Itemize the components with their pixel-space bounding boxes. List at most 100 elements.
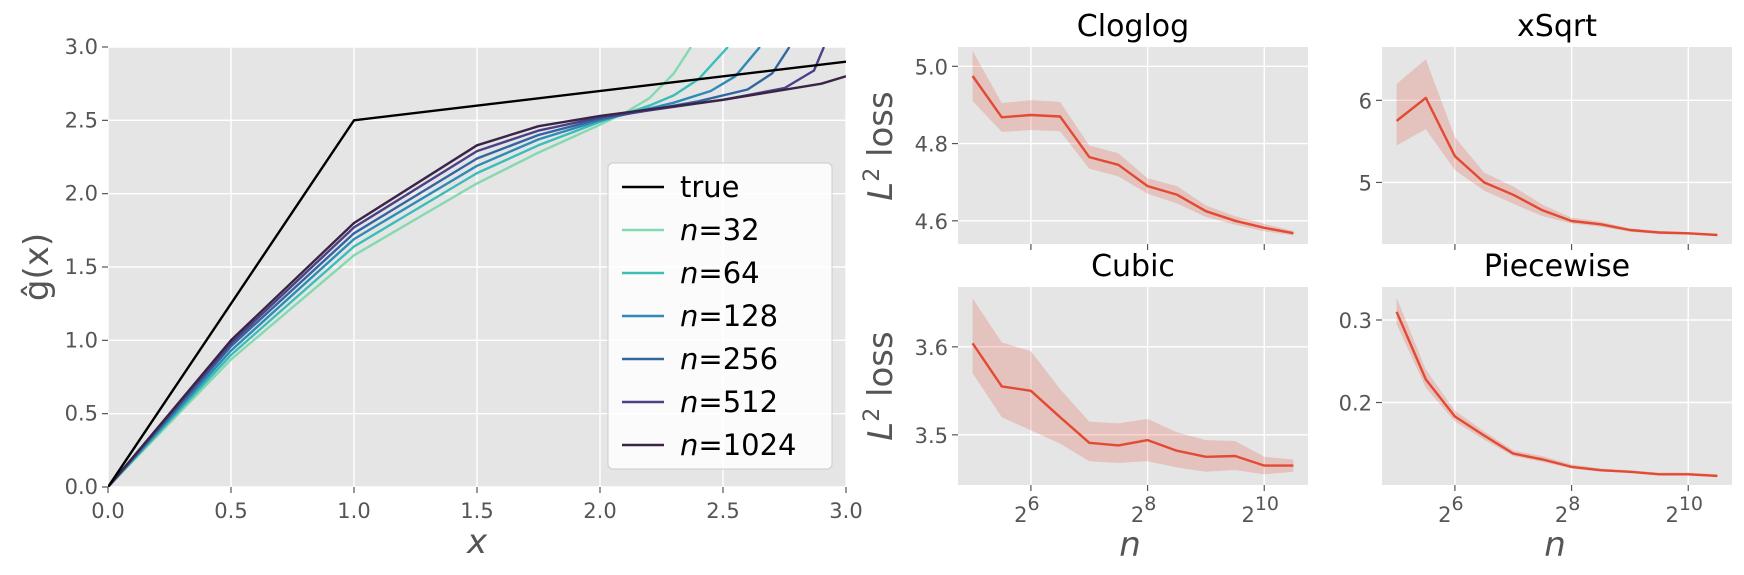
legend-label-var: n [680, 385, 698, 419]
legend-label-var: n [680, 342, 698, 376]
mean-loss-line [1395, 96, 1718, 237]
y-label-rest-bottom: loss [861, 331, 901, 407]
x-axis-label-piecewise: n [1544, 525, 1566, 565]
main-y-tick-label: 2.5 [65, 108, 98, 132]
series-line-n-64 [108, 47, 729, 487]
main-x-tick-label: 2.5 [706, 499, 739, 523]
main-x-tick-label: 1.5 [460, 499, 493, 523]
legend-box [607, 162, 833, 470]
main-x-axis-label: x [466, 522, 488, 562]
confidence-band [1396, 59, 1718, 236]
series-line-n-32 [108, 47, 693, 487]
main-x-tick-label: 0.5 [214, 499, 247, 523]
legend-label-value: =1024 [698, 428, 796, 462]
subplot-title-xsqrt: xSqrt [1517, 9, 1597, 44]
main-y-tick-label: 1.5 [65, 255, 98, 279]
x-tick-exponent: 8 [1144, 493, 1156, 515]
y-tick-label: 5.0 [915, 55, 948, 79]
confidence-band [972, 298, 1294, 475]
x-tick-label: 210 [1665, 493, 1703, 527]
subplot-title-piecewise: Piecewise [1484, 249, 1630, 284]
x-tick-base: 2 [1014, 503, 1027, 527]
y-tick-label: 0.3 [1339, 309, 1372, 333]
x-tick-exponent: 10 [1679, 493, 1703, 515]
series-line-n-128 [108, 47, 761, 487]
x-tick-label: 210 [1241, 493, 1279, 527]
y-tick-label: 6 [1359, 89, 1372, 113]
main-y-tick-label: 0.5 [65, 402, 98, 426]
main-y-axis-label: ĝ(x) [17, 233, 57, 301]
legend-label-var: n [680, 299, 698, 333]
x-tick-exponent: 8 [1568, 493, 1580, 515]
y-tick-label: 5 [1359, 171, 1372, 195]
legend-label: n=1024 [680, 428, 797, 462]
x-tick-label: 26 [1014, 493, 1039, 527]
series-line-n-512 [108, 47, 826, 487]
x-tick-exponent: 6 [1028, 493, 1040, 515]
legend-label: n=64 [680, 256, 760, 290]
main-x-tick-label: 3.0 [829, 499, 862, 523]
subplot-xsqrt: 5 6 xSqrt [1359, 9, 1732, 250]
y-tick-label: 4.6 [915, 210, 948, 234]
main-y-tick-label: 3.0 [65, 35, 98, 59]
y-tick-label: 0.2 [1339, 392, 1372, 416]
subplot-cloglog-background [958, 47, 1308, 244]
main-y-tick-label: 0.0 [65, 475, 98, 499]
x-tick-base: 2 [1665, 503, 1678, 527]
legend-label-value: =256 [698, 342, 778, 376]
mean-loss-line [1395, 311, 1718, 478]
x-tick-label: 26 [1438, 493, 1463, 527]
series-line-n-256 [108, 47, 791, 487]
y-tick-label: 4.8 [915, 133, 948, 157]
series-line-n-1024 [108, 75, 846, 487]
legend-label-value: =512 [698, 385, 778, 419]
x-axis-label-cubic: n [1119, 525, 1141, 565]
y-tick-label: 3.5 [915, 424, 948, 448]
subplot-cubic-background [958, 287, 1308, 485]
legend-label-var: n [680, 256, 698, 290]
legend-label: true [680, 170, 740, 204]
main-y-tick-label: 1.0 [65, 328, 98, 352]
y-label-rest-top: loss [861, 91, 901, 167]
legend-label: n=128 [680, 299, 778, 333]
main-y-tick-label: 2.0 [65, 182, 98, 206]
legend-label: n=256 [680, 342, 778, 376]
subplot-cloglog: 4.6 4.8 5.0 Cloglog L2 loss [860, 9, 1308, 250]
mean-loss-line [971, 342, 1294, 467]
y-label-exp-bottom: 2 [860, 408, 885, 422]
x-tick-label: 28 [1131, 493, 1156, 527]
x-tick-base: 2 [1438, 503, 1451, 527]
y-tick-label: 3.6 [915, 336, 948, 360]
main-x-tick-label: 2.0 [583, 499, 616, 523]
subplot-xsqrt-background [1382, 47, 1732, 244]
main-x-tick-label: 0.0 [91, 499, 124, 523]
legend-label-var: n [680, 428, 698, 462]
x-tick-base: 2 [1555, 503, 1568, 527]
main-plot: 0.0 0.5 1.0 1.5 2.0 2.5 3.0 0.0 0.5 1.0 1.5 2.0 2.5 3… [17, 35, 863, 562]
legend-label-value: =32 [698, 213, 759, 247]
legend-label-value: true [680, 170, 740, 204]
legend-label-value: =128 [698, 299, 778, 333]
legend-label-var: n [680, 213, 698, 247]
x-tick-exponent: 6 [1452, 493, 1464, 515]
subplot-title-cloglog: Cloglog [1077, 9, 1189, 44]
y-label-base-bottom: L [861, 422, 901, 441]
y-label-exp-top: 2 [860, 168, 885, 182]
legend-label-value: =64 [698, 256, 759, 290]
legend-label: n=32 [680, 213, 760, 247]
x-tick-base: 2 [1131, 503, 1144, 527]
x-tick-exponent: 10 [1255, 493, 1279, 515]
main-x-tick-label: 1.0 [337, 499, 370, 523]
series-line-true [108, 60, 846, 487]
y-label-base-top: L [861, 182, 901, 201]
subplot-title-cubic: Cubic [1091, 249, 1175, 284]
x-tick-base: 2 [1241, 503, 1254, 527]
y-axis-label-bottom: L2 loss [860, 331, 901, 440]
x-tick-label: 28 [1555, 493, 1580, 527]
legend-label: n=512 [680, 385, 778, 419]
y-axis-label-top: L2 loss [860, 91, 901, 200]
